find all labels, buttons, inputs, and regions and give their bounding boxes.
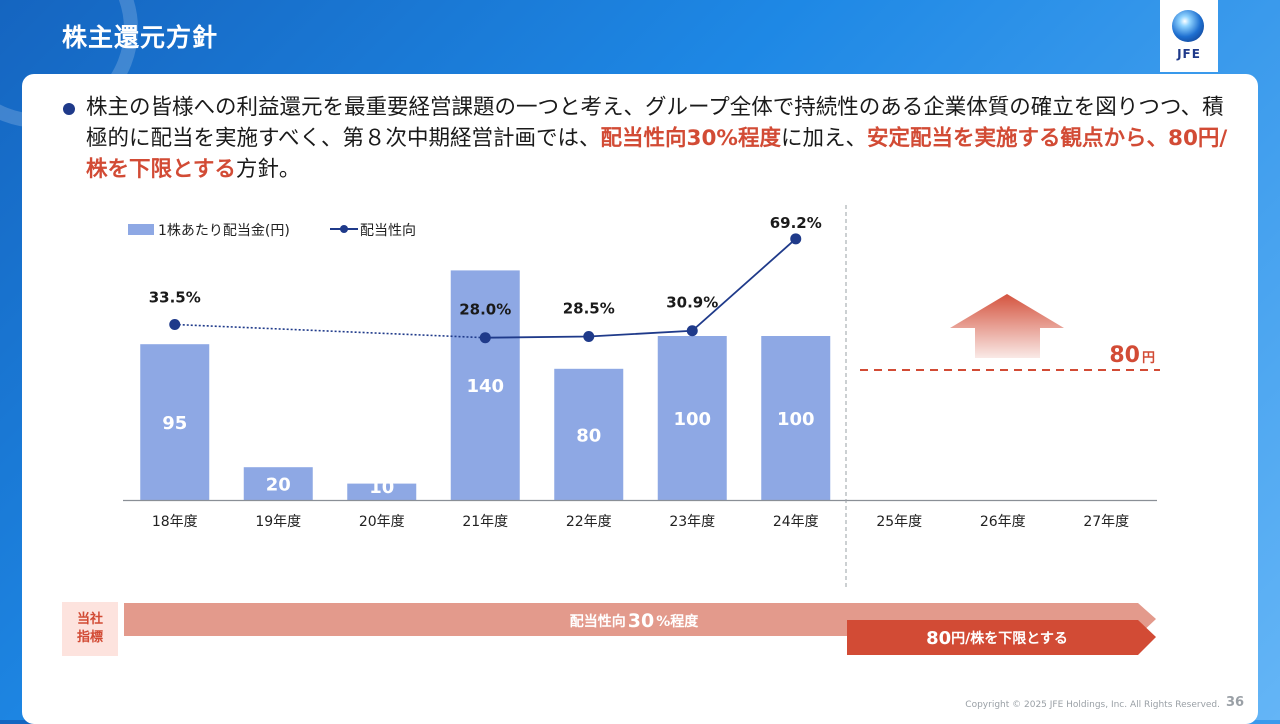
legend-bar-swatch <box>128 224 154 235</box>
policy-statement: 株主の皆様への利益還元を最重要経営課題の一つと考え、グループ全体で持続性のある企… <box>86 92 1236 185</box>
policy-text-2: に加え、 <box>780 126 867 151</box>
kpi-label-line1: 当社 <box>76 612 103 627</box>
x-tick-label: 27年度 <box>1083 514 1129 530</box>
policy-highlight-payout: 配当性向30%程度 <box>600 126 781 151</box>
legend-line-swatch <box>330 225 358 233</box>
upward-arrow-icon <box>950 294 1064 358</box>
bar-value-label: 100 <box>777 409 815 430</box>
bar <box>761 336 831 500</box>
x-tick-label: 20年度 <box>359 514 405 530</box>
legend-label-dividend: 1株あたり配当金(円) <box>158 223 290 239</box>
bar-value-label: 100 <box>673 409 711 430</box>
floor-value-label: 80 <box>1109 343 1140 368</box>
legend-label-payout: 配当性向 <box>360 223 416 239</box>
floor-target-label: 80 円/株を下限とする <box>847 622 1147 654</box>
bar <box>657 336 727 500</box>
x-tick-label: 24年度 <box>773 514 819 530</box>
bar-value-label: 80 <box>576 425 601 446</box>
payout-point <box>169 319 181 330</box>
x-tick-label: 21年度 <box>462 514 508 530</box>
company-logo: JFE <box>1160 0 1218 72</box>
policy-highlight-floor: 安定配当を実施する観点から、80円/株を下限とする <box>86 126 1228 182</box>
payout-number: 30 <box>627 610 655 632</box>
x-tick-label: 25年度 <box>876 514 922 530</box>
payout-data-label: 28.0% <box>459 301 511 319</box>
logo-text: JFE <box>1177 47 1201 61</box>
floor-unit-label: 円 <box>1142 351 1155 366</box>
x-tick-label: 19年度 <box>255 514 301 530</box>
bar-value-label: 20 <box>266 475 291 496</box>
payout-point <box>790 233 802 245</box>
page-number: 36 <box>1226 695 1245 710</box>
x-tick-label: 18年度 <box>152 514 198 530</box>
payout-line <box>485 238 797 339</box>
period-7th-midterm: 7次中期 <box>436 557 844 587</box>
payout-data-label: 33.5% <box>149 289 201 307</box>
bar <box>140 344 210 500</box>
bar <box>243 467 313 500</box>
legend-item-payout: 配当性向 <box>330 220 416 240</box>
payout-point <box>479 332 491 344</box>
period-label: 6次中期 <box>253 566 303 582</box>
floor-suffix: 円/株を下限とする <box>951 631 1068 647</box>
page-title: 株主還元方針 <box>62 23 219 52</box>
policy-text-3: 方針。 <box>235 157 301 182</box>
payout-data-label: 30.9% <box>666 294 718 312</box>
kpi-label-line2: 指標 <box>76 630 103 645</box>
x-tick-label: 22年度 <box>566 514 612 530</box>
bar-value-label: 95 <box>162 413 187 434</box>
bar <box>450 270 520 500</box>
payout-point <box>686 325 698 337</box>
floor-number: 80 <box>926 627 952 649</box>
copyright-notice: Copyright © 2025 JFE Holdings, Inc. All … <box>965 700 1220 710</box>
bullet-icon <box>63 103 75 115</box>
payout-data-label: 28.5% <box>563 300 615 318</box>
legend-item-dividend: 1株あたり配当金(円) <box>128 220 290 240</box>
floor-arrow <box>847 620 1156 655</box>
bar <box>554 368 624 500</box>
bar <box>347 483 417 500</box>
payout-prefix: 配当性向 <box>569 614 626 630</box>
payout-suffix: %程度 <box>656 614 699 630</box>
kpi-label-box: 当社 指標 <box>62 602 118 656</box>
period-label: 7次中期 <box>615 566 665 582</box>
payout-data-label: 69.2% <box>770 214 822 232</box>
bar-value-label: 10 <box>369 477 394 498</box>
bar-value-label: 140 <box>466 376 504 397</box>
payout-target-label: 配当性向 30 %程度 <box>124 606 1144 636</box>
logo-globe-icon <box>1172 10 1204 42</box>
period-8th-midterm: 8次中期経営計画 <box>848 557 1156 587</box>
x-tick-label: 26年度 <box>980 514 1026 530</box>
period-6th-midterm: 6次中期 <box>124 557 432 587</box>
policy-text-1: 株主の皆様への利益還元を最重要経営課題の一つと考え、グループ全体で持続性のある企… <box>86 95 1224 151</box>
payout-point <box>583 331 595 342</box>
x-tick-label: 23年度 <box>669 514 715 530</box>
period-label: 8次中期経営計画 <box>951 566 1053 582</box>
